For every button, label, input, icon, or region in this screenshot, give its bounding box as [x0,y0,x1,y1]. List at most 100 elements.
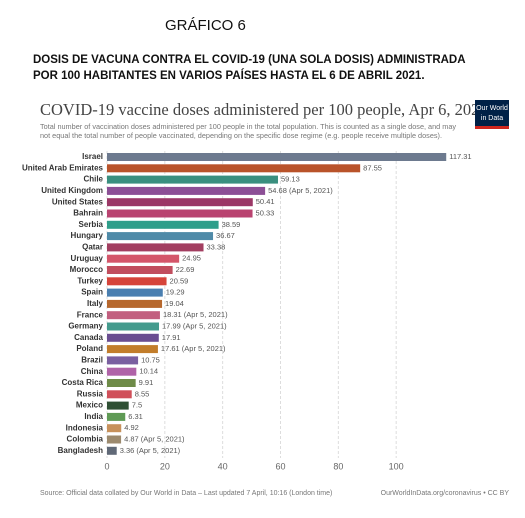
value-label: 117.31 [449,152,471,161]
value-label: 19.04 [165,299,184,308]
figure-label: GRÁFICO 6 [165,17,246,34]
url: OurWorldInData.org/coronavirus • CC BY [381,490,510,497]
value-label: 8.55 [135,389,150,398]
y-tick-label: United Kingdom [41,186,103,195]
bar [107,254,180,263]
value-label: 6.31 [128,412,143,421]
value-label: 18.31 (Apr 5, 2021) [163,310,228,319]
bar [107,266,173,274]
bar [107,243,204,252]
y-tick-label: Brazil [81,356,103,365]
x-tick-label: 0 [104,461,109,471]
x-tick-label: 20 [160,461,170,471]
value-label: 9.91 [139,378,154,387]
value-label: 10.75 [141,355,160,364]
bar [107,164,361,173]
y-tick-label: Chile [83,175,103,184]
value-label: 22.69 [176,265,195,274]
y-tick-label: Colombia [67,435,104,444]
y-tick-label: China [81,367,104,376]
bar [107,333,159,342]
value-label: 20.59 [170,276,189,285]
x-tick-label: 40 [218,461,228,471]
y-tick-label: Hungary [71,231,104,240]
y-tick-label: Serbia [79,220,104,229]
y-tick-label: Spain [81,288,103,297]
bar [107,424,122,433]
y-tick-label: Russia [77,389,104,398]
y-tick-label: United Arab Emirates [22,163,104,172]
caption: POR 100 HABITANTES EN VARIOS PAÍSES HAST… [33,69,425,82]
value-label: 59.13 [281,175,300,184]
bar [107,322,160,331]
y-tick-label: Uruguay [71,254,104,263]
bar [107,311,160,320]
x-tick-label: 100 [389,461,404,471]
y-tick-label: Morocco [70,265,103,274]
bar [107,412,126,421]
source: Source: Official data collated by Our Wo… [40,490,332,497]
value-label: 54.68 (Apr 5, 2021) [268,186,333,195]
y-tick-label: Bangladesh [58,446,103,455]
value-label: 19.29 [166,288,185,297]
bar [107,367,137,376]
y-tick-label: Indonesia [66,423,104,432]
value-label: 24.95 [182,254,201,263]
y-tick-label: Italy [87,299,104,308]
x-tick-label: 60 [275,461,285,471]
logo [475,100,509,128]
y-tick-label: Poland [76,344,103,353]
y-tick-label: Costa Rica [62,378,104,387]
value-label: 10.14 [139,367,158,376]
value-label: 36.67 [216,231,235,240]
bar [107,345,158,354]
y-tick-label: Bahrain [73,209,103,218]
y-tick-label: Mexico [76,401,103,410]
bar [107,299,163,308]
value-label: 7.5 [132,401,142,410]
bar [107,288,163,297]
caption: DOSIS DE VACUNA CONTRA EL COVID-19 (UNA … [33,54,466,66]
value-label: 17.99 (Apr 5, 2021) [162,321,227,330]
bar [107,220,219,229]
y-tick-label: Canada [74,333,103,342]
bar [107,401,129,410]
y-tick-label: Germany [68,322,103,331]
bar [107,175,278,184]
value-label: 17.91 [162,333,181,342]
logo-bar [475,126,509,129]
bar [107,379,136,387]
y-tick-label: India [84,412,103,421]
bar [107,446,117,455]
y-tick-label: France [77,310,104,319]
bar [107,277,167,286]
bar [107,153,447,161]
y-tick-label: Qatar [82,243,103,252]
value-label: 38.59 [222,220,241,229]
value-label: 87.55 [363,163,382,172]
y-tick-label: Turkey [77,276,103,285]
bar [107,435,122,444]
subtitle: not equal the total number of people vac… [40,131,442,140]
bar [107,186,266,195]
subtitle: Total number of vaccination doses admini… [40,122,456,131]
y-tick-label: United States [52,197,104,206]
bar [107,198,253,207]
value-label: 50.41 [256,197,275,206]
value-label: 4.87 (Apr 5, 2021) [124,434,185,443]
chart-title: COVID-19 vaccine doses administered per … [40,100,488,119]
value-label: 4.92 [124,423,139,432]
logo-text: Our World [476,105,508,112]
logo-text: in Data [481,115,503,122]
value-label: 33.38 [207,242,226,251]
bar [107,209,253,218]
value-label: 3.36 (Apr 5, 2021) [120,446,181,455]
value-label: 50.33 [256,208,275,217]
bar [107,356,139,365]
value-label: 17.61 (Apr 5, 2021) [161,344,226,353]
bar [107,232,214,241]
x-tick-label: 80 [333,461,343,471]
y-tick-label: Israel [82,152,103,161]
bar [107,390,132,399]
